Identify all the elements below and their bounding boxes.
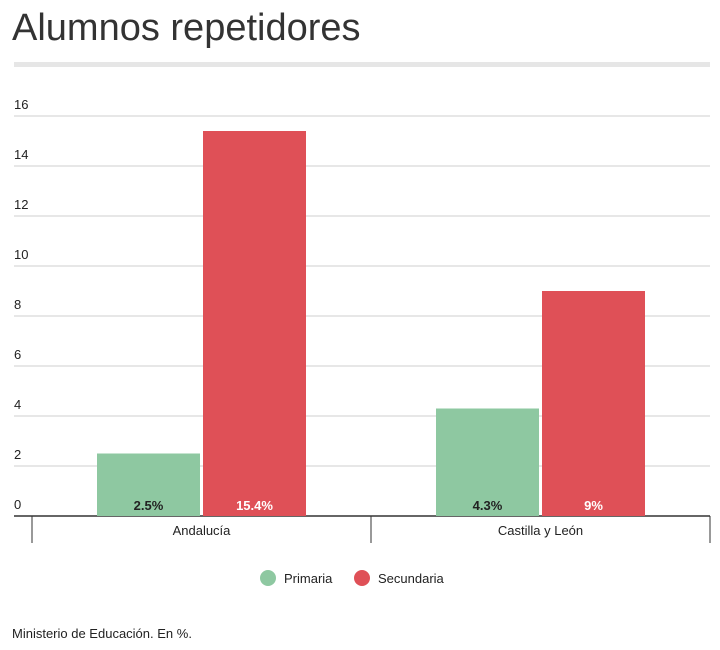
source-note: Ministerio de Educación. En %. xyxy=(12,626,192,641)
bar-primaria-0 xyxy=(97,453,200,516)
legend-label-primaria: Primaria xyxy=(284,571,333,586)
y-tick-label: 8 xyxy=(14,297,21,312)
y-tick-label: 2 xyxy=(14,447,21,462)
legend-swatch-secundaria xyxy=(354,570,370,586)
legend-swatch-primaria xyxy=(260,570,276,586)
bar-secundaria-1 xyxy=(542,291,645,516)
y-tick-label: 0 xyxy=(14,497,21,512)
data-label: 4.3% xyxy=(473,498,503,513)
bar-chart: 0 2 4 6 8 10 12 14 16 2.5% 15.4% Andalucía 4.3% 9%Cas… xyxy=(14,97,711,586)
x-tick-label: Castilla y León xyxy=(498,523,583,538)
data-label: 9% xyxy=(584,498,603,513)
y-tick-label: 4 xyxy=(14,397,21,412)
bar-secundaria-0 xyxy=(203,131,306,516)
chart-title: Alumnos repetidores xyxy=(12,7,361,49)
y-tick-label: 16 xyxy=(14,97,28,112)
y-tick-label: 10 xyxy=(14,247,28,262)
legend-label-secundaria: Secundaria xyxy=(378,571,445,586)
x-tick-label: Andalucía xyxy=(173,523,232,538)
y-tick-label: 6 xyxy=(14,347,21,362)
data-label: 2.5% xyxy=(134,498,164,513)
data-label: 15.4% xyxy=(236,498,273,513)
y-tick-label: 14 xyxy=(14,147,28,162)
bar-primaria-1 xyxy=(436,408,539,516)
title-divider xyxy=(14,62,710,67)
y-tick-label: 12 xyxy=(14,197,28,212)
